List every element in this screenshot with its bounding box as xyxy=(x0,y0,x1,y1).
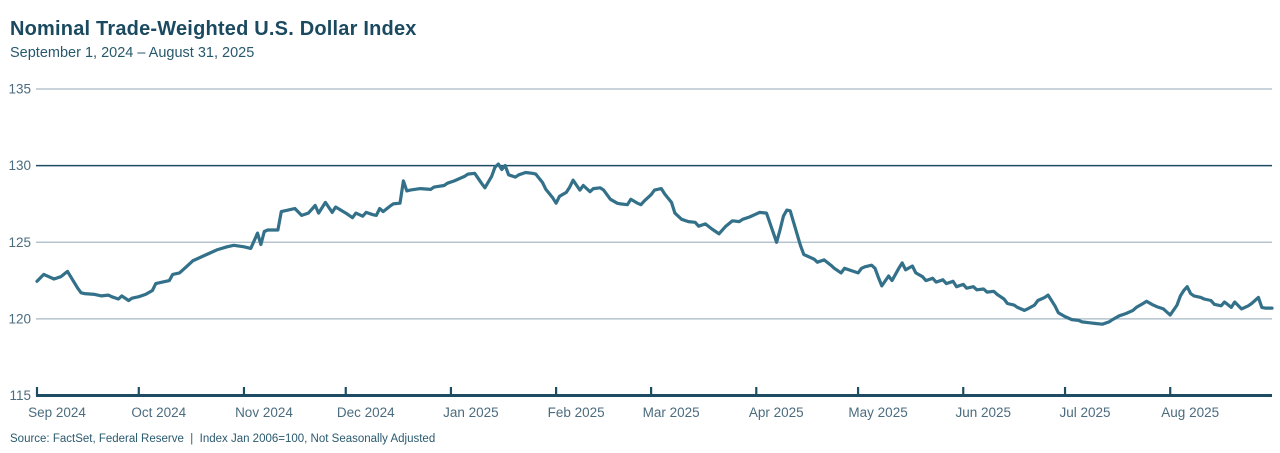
x-tick-label: Apr 2025 xyxy=(749,405,804,420)
x-tick-label: Dec 2024 xyxy=(337,405,395,420)
source-note: Source: FactSet, Federal Reserve | Index… xyxy=(10,433,436,445)
chart-date-range: September 1, 2024 – August 31, 2025 xyxy=(10,45,255,61)
x-tick-label: Aug 2025 xyxy=(1161,405,1219,420)
y-tick-label: 115 xyxy=(9,388,31,403)
y-tick-label: 125 xyxy=(8,235,31,250)
x-tick-label: Feb 2025 xyxy=(548,405,605,420)
chart-title: Nominal Trade-Weighted U.S. Dollar Index xyxy=(10,18,417,41)
x-tick-label: Jul 2025 xyxy=(1060,405,1111,420)
y-tick-label: 120 xyxy=(8,311,31,326)
x-tick-label: Nov 2024 xyxy=(235,405,293,420)
y-tick-label: 130 xyxy=(8,158,31,173)
x-tick-label: Jan 2025 xyxy=(443,405,499,420)
x-tick-label: Jun 2025 xyxy=(955,405,1011,420)
index-line xyxy=(35,162,1274,326)
x-tick-label: Mar 2025 xyxy=(643,405,700,420)
x-tick-label: Sep 2024 xyxy=(28,405,86,420)
x-tick-label: May 2025 xyxy=(848,405,907,420)
x-tick-label: Oct 2024 xyxy=(131,405,186,420)
y-tick-label: 135 xyxy=(8,82,31,97)
